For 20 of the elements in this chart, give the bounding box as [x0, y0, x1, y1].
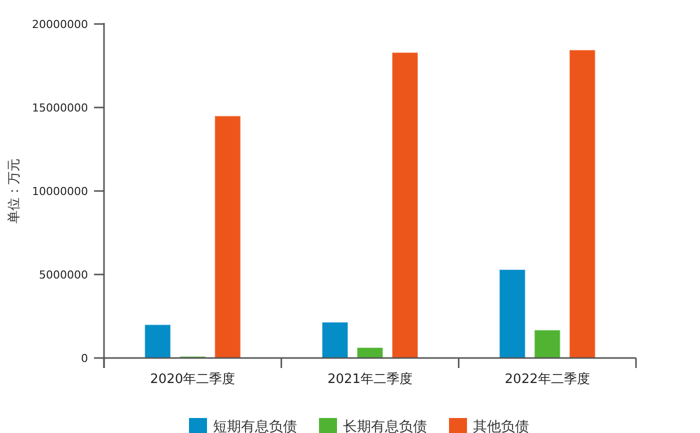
y-tick-label: 20000000 — [32, 18, 88, 31]
bar — [322, 322, 348, 358]
y-tick-label: 15000000 — [32, 102, 88, 114]
y-tick-label: 10000000 — [32, 185, 88, 198]
y-tick-label: 5000000 — [39, 268, 88, 282]
x-tick-label: 2020年二季度 — [150, 371, 236, 387]
bar — [356, 346, 384, 358]
x-tick-label: 2021年二季度 — [327, 371, 413, 387]
legend-label: 长期有息负债 — [343, 419, 427, 433]
bar — [214, 115, 242, 358]
bar — [498, 268, 526, 358]
bar — [144, 324, 172, 358]
legend-label: 短期有息负债 — [213, 419, 297, 433]
y-tick-label: 0 — [81, 352, 88, 365]
y-axis-title: 单位：万元 — [7, 158, 22, 224]
x-tick-label: 2022年二季度 — [504, 371, 590, 387]
legend-label: 其他负债 — [473, 419, 529, 433]
bar — [534, 329, 561, 358]
bar — [568, 49, 596, 358]
bar — [392, 52, 418, 358]
